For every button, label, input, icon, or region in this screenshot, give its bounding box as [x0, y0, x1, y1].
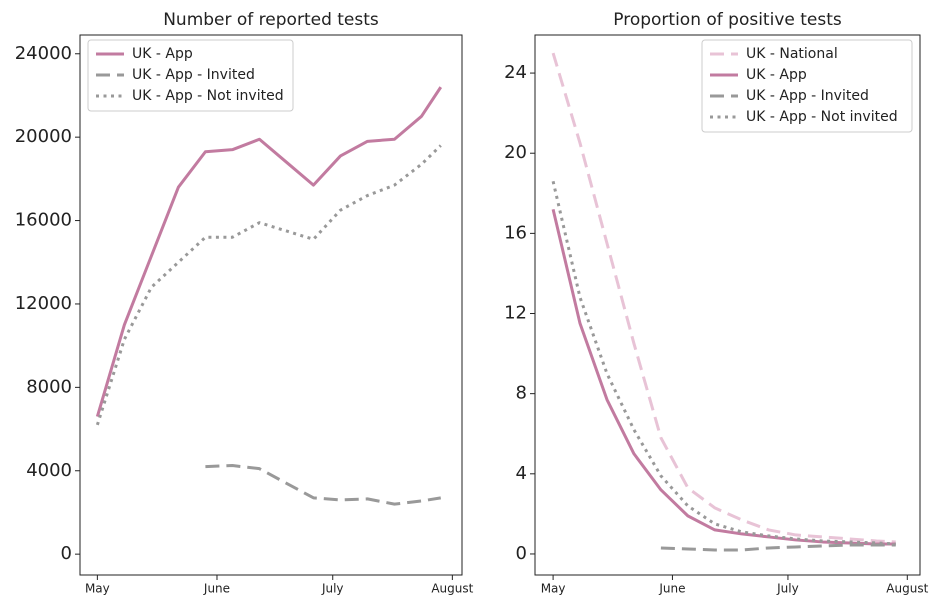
chart-title: Proportion of positive tests: [613, 10, 842, 30]
y-tick-label: 24000: [15, 43, 72, 64]
y-tick-label: 8: [516, 383, 527, 404]
legend-label: UK - App - Invited: [132, 67, 255, 83]
y-tick-label: 20: [504, 142, 527, 163]
y-tick-label: 20000: [15, 126, 72, 147]
y-tick-label: 16000: [15, 210, 72, 231]
legend-label: UK - National: [746, 46, 838, 62]
x-tick-label: June: [203, 582, 230, 595]
plot-frame: [79, 34, 463, 576]
series-line: [551, 208, 896, 546]
x-tick-label: August: [431, 582, 473, 595]
series-line: [205, 464, 442, 506]
y-tick-label: 0: [516, 543, 527, 564]
legend-label: UK - App - Not invited: [746, 109, 898, 125]
plot-frame: [534, 34, 921, 576]
series-line: [551, 52, 896, 544]
chart-title: Number of reported tests: [163, 10, 379, 30]
x-tick-label: August: [886, 582, 928, 595]
legend-label: UK - App: [746, 67, 807, 83]
y-tick-label: 24: [504, 62, 527, 83]
series-line: [551, 180, 896, 546]
y-tick-label: 16: [504, 222, 527, 243]
series-line: [95, 144, 442, 426]
legend-box: [701, 39, 913, 133]
x-tick-label: May: [85, 582, 110, 595]
y-tick-label: 8000: [26, 376, 72, 397]
x-tick-label: July: [776, 582, 799, 595]
x-tick-label: July: [321, 582, 344, 595]
y-tick-label: 4000: [26, 460, 72, 481]
y-tick-label: 4: [516, 463, 527, 484]
x-tick-label: June: [658, 582, 685, 595]
legend-label: UK - App - Invited: [746, 88, 869, 104]
y-tick-label: 12000: [15, 293, 72, 314]
legend-label: UK - App - Not invited: [132, 88, 284, 104]
series-line: [660, 543, 896, 552]
x-tick-label: May: [541, 582, 566, 595]
y-tick-label: 0: [61, 543, 72, 564]
y-tick-label: 12: [504, 303, 527, 324]
legend-box: [87, 39, 294, 112]
legend-label: UK - App: [132, 46, 193, 62]
series-line: [95, 86, 443, 417]
